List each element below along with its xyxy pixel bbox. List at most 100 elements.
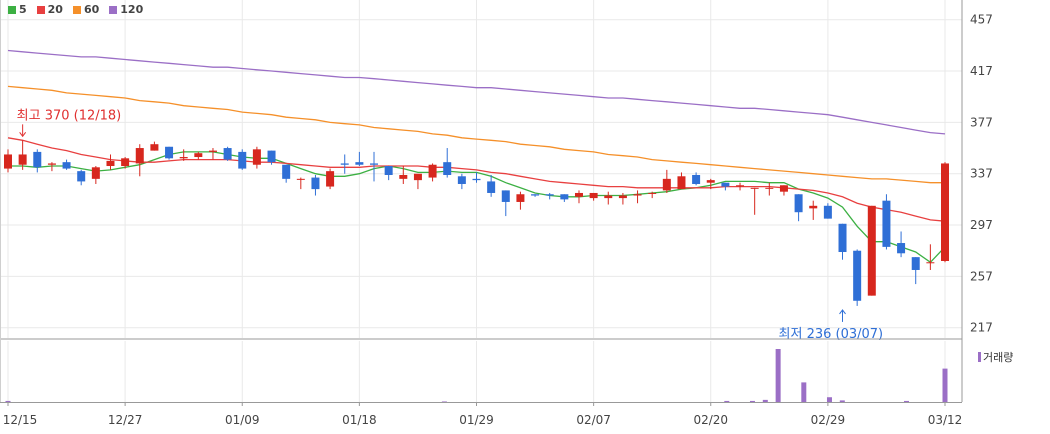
candle-body [706,180,715,183]
ma-line-20 [7,137,946,222]
candle [677,172,686,190]
y-tick-label: 297 [970,218,993,232]
candle-body [91,167,100,179]
volume-bar [5,400,11,402]
candle [560,194,569,202]
candle [223,146,232,161]
candle [355,151,364,167]
candle [413,173,422,190]
candle-body [736,185,745,187]
high-annotation-label: 최고 370 (12/18) [17,108,122,123]
volume-legend-label: 거래량 [983,351,1014,364]
candle-body [662,178,671,191]
candle [574,190,583,204]
annotation-arrowhead [839,309,846,315]
candle [33,149,42,173]
candle-body [897,243,906,254]
candle-body [648,192,657,194]
candle-body [238,151,247,169]
y-tick-label: 337 [970,167,993,181]
candle [706,178,715,190]
chart-grid [0,0,962,402]
volume-bar [762,399,768,402]
legend-item-ma20: 20 [36,3,63,16]
legend-item-ma5: 5 [8,3,27,16]
candle-body [838,223,847,253]
legend-label-ma20: 20 [47,3,63,16]
low-annotation-label: 최저 236 (03/07) [779,327,884,342]
candle-body [823,205,832,219]
candle [428,163,437,182]
candle [882,194,891,250]
candle [135,144,144,177]
candle [150,141,159,151]
candle [809,200,818,220]
chart-legend: 5 20 60 120 [8,3,143,16]
legend-label-ma120: 120 [120,3,144,16]
legend-swatch-ma5 [8,5,16,14]
candle-body [457,176,466,184]
candle-body [853,250,862,301]
candle-body [208,150,217,152]
candle [238,149,247,170]
candle [121,157,130,169]
candle [750,187,759,215]
candle [604,191,613,205]
candle [340,154,349,174]
candle [545,192,554,200]
candle [531,194,540,197]
candle [692,172,701,186]
candle-body [633,194,642,196]
candle-body [340,163,349,165]
candle [516,191,525,210]
candle [838,223,847,260]
candle-body [311,177,320,190]
y-tick-label: 417 [970,64,993,78]
candle [487,175,496,197]
candle [296,177,305,190]
candle-body [721,182,730,187]
candle-body [750,187,759,189]
candle [252,146,261,169]
candle [208,148,217,160]
candle [897,231,906,258]
candle-body [574,192,583,197]
candle-body [472,178,481,181]
candle-body [926,262,935,264]
candle-body [765,187,774,189]
candle [326,168,335,190]
candle-body [941,163,949,261]
candle-body [165,146,174,159]
legend-label-ma5: 5 [19,3,27,16]
volume-series [5,349,948,402]
candlestick-series [4,140,949,306]
candle [179,149,188,161]
candle-body [589,192,598,199]
candle-body [135,148,144,164]
candle [823,203,832,219]
ma-line-120 [7,49,946,135]
candle-body [428,164,437,178]
candle-body [413,173,422,181]
candle-body [384,166,393,175]
volume-bar [942,368,948,402]
volume-bar [826,397,832,402]
candle-body [179,157,188,159]
volume-legend: 거래량 [978,349,1013,365]
candle-body [194,153,203,158]
y-tick-label: 377 [970,115,993,129]
candle [282,164,291,183]
ma-line-5 [8,151,946,264]
candle-body [47,163,56,165]
candle-body [326,171,335,187]
candle [18,140,27,170]
candle-body [487,181,496,193]
candle [399,166,408,184]
candle [472,172,481,183]
candle [47,162,56,172]
candle-body [150,144,159,151]
candle [662,169,671,193]
candle [77,169,86,186]
candle-body [62,162,71,169]
